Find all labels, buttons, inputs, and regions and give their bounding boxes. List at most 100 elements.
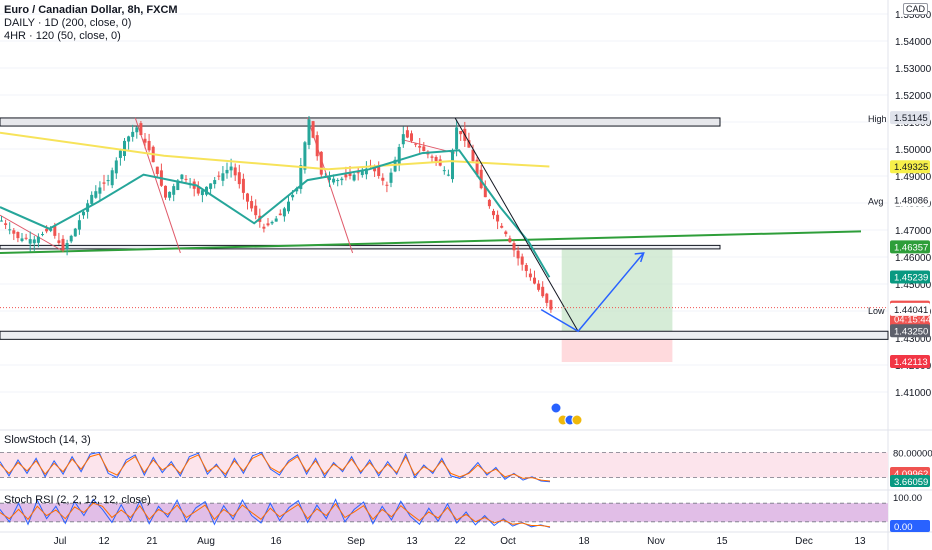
- candle[interactable]: [184, 178, 188, 180]
- candle[interactable]: [209, 183, 213, 189]
- trendline-red-2[interactable]: [307, 117, 354, 254]
- candle[interactable]: [422, 146, 426, 152]
- candle[interactable]: [77, 220, 81, 230]
- candle[interactable]: [4, 223, 8, 225]
- candle[interactable]: [16, 232, 20, 239]
- candle[interactable]: [467, 140, 471, 148]
- candle[interactable]: [94, 191, 98, 198]
- candle[interactable]: [246, 193, 249, 202]
- candle[interactable]: [418, 145, 422, 148]
- candle[interactable]: [237, 172, 241, 185]
- candle[interactable]: [315, 135, 319, 157]
- candle[interactable]: [45, 228, 49, 232]
- candle[interactable]: [69, 235, 73, 242]
- candle[interactable]: [492, 210, 495, 216]
- candle[interactable]: [303, 142, 307, 170]
- candle[interactable]: [508, 238, 512, 243]
- symbol-title[interactable]: Euro / Canadian Dollar, 8h, FXCM: [4, 4, 178, 16]
- candle[interactable]: [356, 172, 360, 174]
- candle[interactable]: [446, 174, 450, 176]
- oscillator-pctk-line[interactable]: [0, 451, 551, 483]
- candle[interactable]: [172, 186, 176, 195]
- candle[interactable]: [233, 167, 237, 176]
- candle[interactable]: [213, 180, 217, 185]
- candle[interactable]: [282, 208, 286, 217]
- candle[interactable]: [528, 273, 532, 278]
- candle[interactable]: [180, 174, 184, 180]
- stochrsi-legend[interactable]: Stoch RSI (2, 2, 12, 12, close): [4, 494, 151, 506]
- candle[interactable]: [512, 243, 516, 251]
- candle[interactable]: [549, 300, 553, 310]
- candle[interactable]: [131, 131, 135, 137]
- candle[interactable]: [65, 243, 69, 250]
- zone-resistance[interactable]: [0, 117, 721, 127]
- trendline-green[interactable]: [0, 230, 862, 254]
- candle[interactable]: [410, 133, 413, 141]
- candle[interactable]: [196, 186, 200, 194]
- candle[interactable]: [401, 134, 405, 145]
- forecast-arrow-path[interactable]: [540, 252, 645, 333]
- candle[interactable]: [123, 140, 126, 157]
- slowstoch-legend[interactable]: SlowStoch (14, 3): [4, 434, 91, 446]
- candle[interactable]: [274, 218, 278, 222]
- candle[interactable]: [455, 127, 459, 150]
- candle[interactable]: [479, 169, 483, 189]
- candle[interactable]: [278, 213, 282, 216]
- candle[interactable]: [405, 130, 409, 138]
- candle[interactable]: [135, 127, 139, 133]
- candle[interactable]: [545, 293, 549, 303]
- candle[interactable]: [364, 168, 368, 175]
- candle[interactable]: [8, 229, 12, 231]
- candle[interactable]: [118, 150, 122, 158]
- candle[interactable]: [254, 205, 258, 216]
- candle[interactable]: [90, 194, 94, 204]
- candle[interactable]: [360, 170, 364, 176]
- candle[interactable]: [319, 151, 323, 175]
- oscillator-pctd-line[interactable]: [0, 453, 551, 482]
- candle[interactable]: [114, 160, 118, 174]
- candle[interactable]: [537, 283, 541, 290]
- candle[interactable]: [541, 286, 545, 297]
- candle[interactable]: [328, 177, 331, 181]
- candle[interactable]: [475, 159, 479, 175]
- candle[interactable]: [307, 119, 311, 145]
- event-icon[interactable]: [571, 414, 583, 426]
- candle[interactable]: [352, 174, 356, 181]
- candle[interactable]: [57, 240, 61, 244]
- candle[interactable]: [348, 172, 352, 176]
- candle[interactable]: [533, 277, 536, 284]
- candle[interactable]: [53, 225, 57, 236]
- candle[interactable]: [414, 143, 418, 145]
- candle[interactable]: [442, 170, 446, 172]
- profit-zone[interactable]: [561, 247, 673, 332]
- candle[interactable]: [287, 201, 290, 212]
- candle[interactable]: [459, 130, 463, 135]
- candle[interactable]: [155, 166, 159, 174]
- candle[interactable]: [49, 228, 53, 231]
- candle[interactable]: [270, 221, 274, 224]
- candle[interactable]: [241, 178, 245, 193]
- candle[interactable]: [471, 149, 475, 162]
- candle[interactable]: [110, 170, 114, 186]
- candle[interactable]: [434, 157, 438, 162]
- candle[interactable]: [397, 146, 401, 164]
- candle[interactable]: [299, 165, 303, 190]
- candle[interactable]: [385, 184, 389, 186]
- candle[interactable]: [82, 211, 85, 216]
- candle[interactable]: [32, 239, 36, 244]
- candle[interactable]: [143, 138, 147, 143]
- candle[interactable]: [262, 226, 266, 229]
- candle[interactable]: [127, 136, 131, 142]
- candle[interactable]: [524, 265, 528, 271]
- candle[interactable]: [41, 234, 44, 236]
- candle[interactable]: [381, 177, 385, 181]
- forecast-down-line[interactable]: [454, 117, 579, 332]
- trendline-red-4[interactable]: [0, 214, 62, 251]
- candle[interactable]: [344, 174, 348, 178]
- zone-demand[interactable]: [0, 330, 889, 340]
- candle[interactable]: [200, 190, 204, 196]
- candle[interactable]: [496, 214, 500, 222]
- candle[interactable]: [483, 186, 487, 198]
